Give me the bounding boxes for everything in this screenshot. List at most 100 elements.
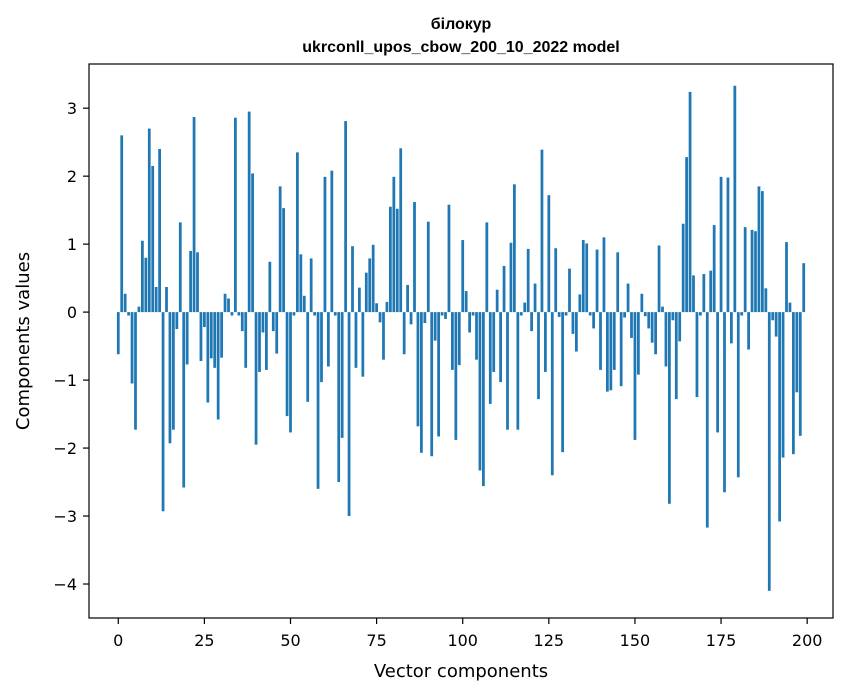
bar: [767, 312, 771, 591]
bar: [671, 312, 675, 321]
bar: [674, 312, 678, 400]
bar: [757, 186, 761, 313]
bars-group: [116, 85, 806, 591]
bar: [420, 312, 423, 453]
bar: [413, 201, 416, 313]
bar: [292, 312, 296, 316]
bar: [392, 176, 396, 313]
x-tick-label: 0: [113, 631, 123, 650]
bar: [154, 286, 158, 313]
bar: [802, 263, 806, 313]
bar: [123, 293, 127, 313]
bar: [306, 312, 310, 402]
bar: [702, 274, 706, 313]
bar: [127, 312, 130, 316]
bar: [544, 312, 547, 372]
bar: [506, 312, 509, 430]
bar: [650, 312, 654, 343]
bar: [709, 270, 713, 313]
bar: [147, 128, 151, 313]
bar: [268, 261, 272, 313]
bar: [209, 312, 213, 359]
bar: [647, 312, 651, 329]
bar: [309, 258, 313, 313]
bar: [781, 312, 785, 458]
y-tick-label: −4: [53, 575, 77, 594]
bar: [116, 312, 120, 355]
x-tick-label: 150: [620, 631, 651, 650]
bar: [395, 208, 399, 313]
bar: [502, 265, 506, 313]
bar: [612, 312, 616, 370]
bar: [492, 312, 496, 372]
bar: [681, 223, 685, 313]
bar: [203, 312, 206, 328]
bar: [213, 312, 217, 368]
bar: [172, 312, 175, 430]
bar: [137, 306, 141, 313]
bar: [778, 312, 781, 522]
x-tick-label: 175: [706, 631, 737, 650]
bar: [554, 248, 558, 313]
bar: [330, 170, 334, 313]
bar: [581, 240, 585, 313]
bar: [719, 176, 723, 313]
bar: [161, 312, 165, 512]
bar: [444, 312, 447, 319]
bar: [237, 312, 241, 316]
bar: [227, 298, 230, 313]
bar: [454, 312, 458, 440]
bar: [206, 312, 210, 403]
y-tick-label: 0: [67, 303, 77, 322]
bar: [688, 91, 692, 313]
bar: [533, 283, 537, 313]
bar: [692, 275, 695, 313]
bar: [664, 312, 668, 367]
bar: [234, 117, 237, 313]
bar: [192, 117, 196, 313]
bar: [761, 191, 764, 313]
bar: [313, 312, 316, 316]
bar: [764, 288, 768, 313]
bar: [637, 312, 640, 375]
bar: [337, 312, 341, 483]
bar: [785, 242, 788, 313]
x-tick-label: 50: [280, 631, 300, 650]
bar: [537, 312, 540, 400]
bar: [289, 312, 292, 433]
bar: [561, 312, 564, 453]
bar: [485, 222, 489, 313]
bar: [592, 312, 595, 329]
bar: [199, 312, 203, 362]
x-tick-label: 125: [534, 631, 565, 650]
bar: [378, 312, 382, 323]
bar: [282, 208, 285, 313]
bar: [461, 240, 465, 313]
bar: [730, 312, 733, 344]
bar: [499, 312, 502, 383]
bar: [668, 312, 671, 504]
bar: [513, 184, 516, 313]
bar: [661, 306, 664, 313]
bar: [547, 195, 551, 313]
bar: [223, 293, 227, 313]
bar: [358, 287, 361, 313]
bar: [626, 283, 630, 313]
bar: [495, 289, 499, 313]
bar: [723, 312, 726, 493]
bar: [120, 135, 124, 313]
bar: [568, 268, 571, 313]
bar: [447, 204, 451, 313]
bar: [344, 121, 347, 313]
bar: [168, 312, 172, 444]
bar: [771, 312, 775, 321]
y-tick-label: −2: [53, 439, 77, 458]
bar: [657, 245, 661, 313]
bar: [433, 312, 437, 341]
bar: [275, 312, 279, 354]
bar: [261, 312, 265, 333]
bar: [340, 312, 344, 438]
bar: [437, 312, 440, 437]
bar: [457, 312, 461, 366]
